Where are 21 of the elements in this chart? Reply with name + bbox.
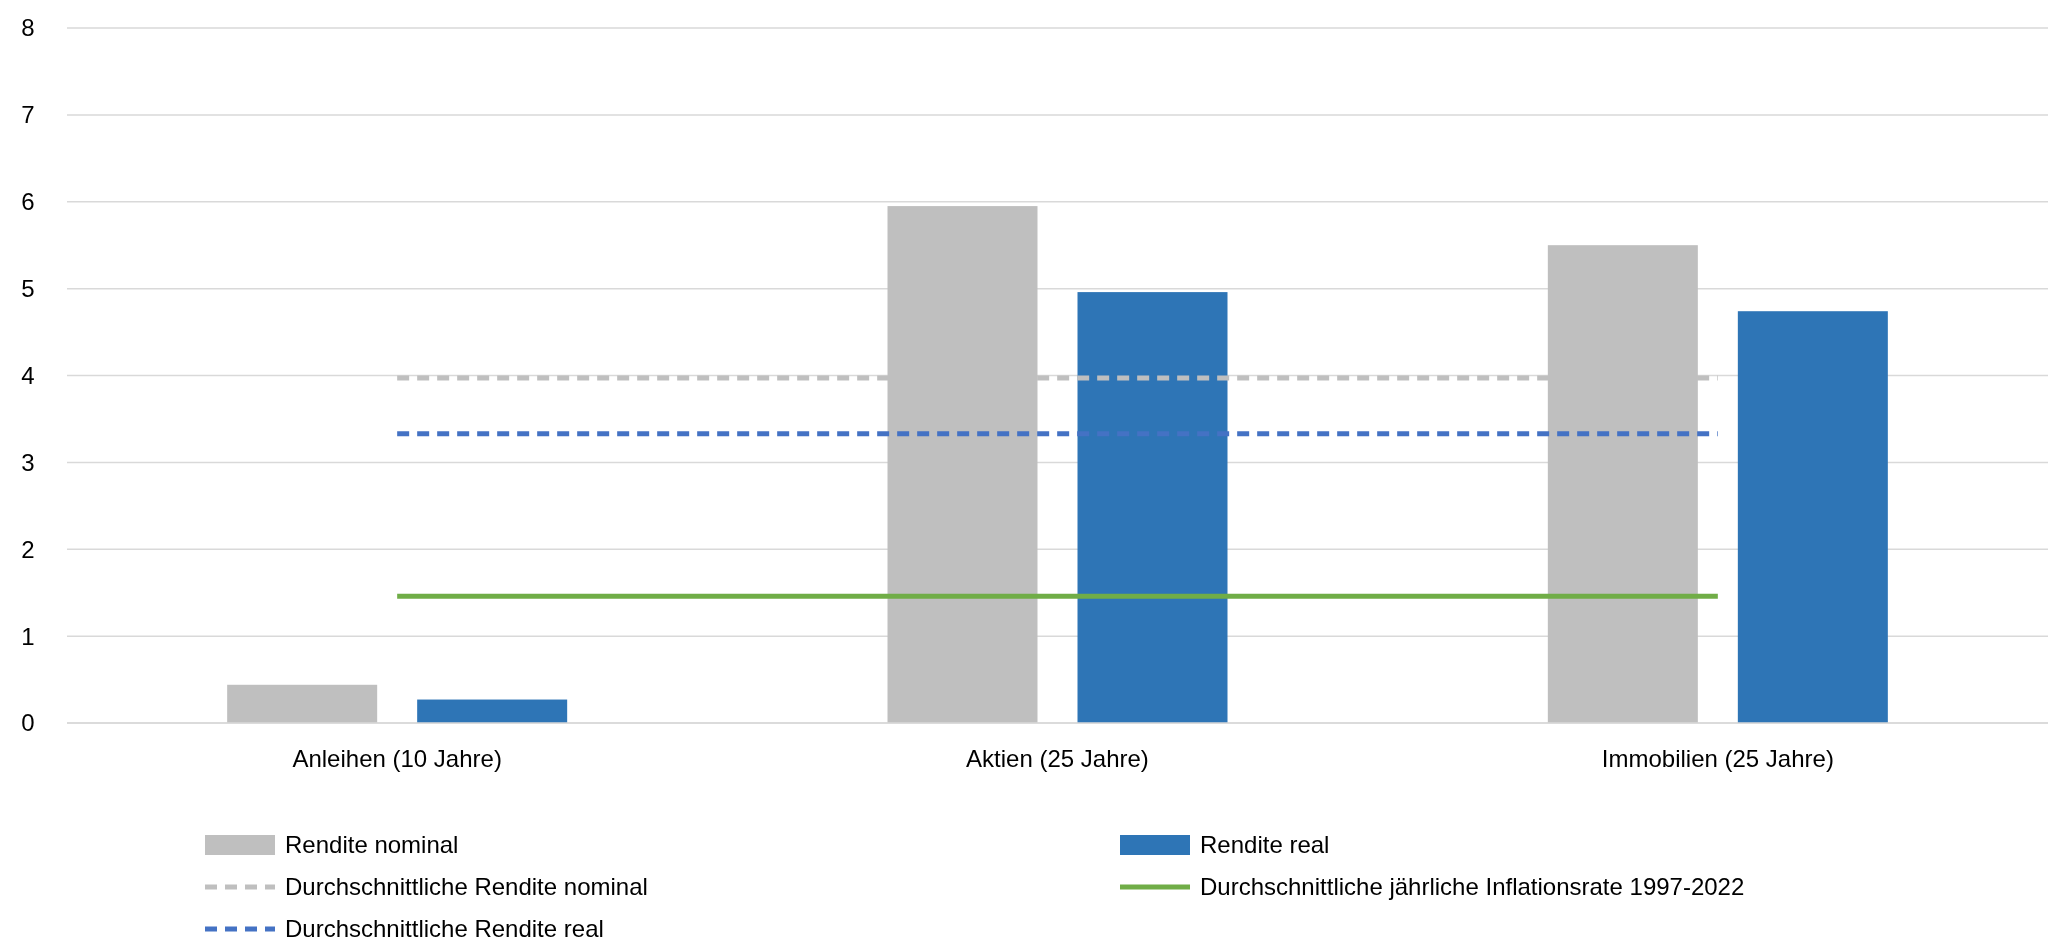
y-tick-label: 8 (21, 14, 35, 42)
x-tick-label: Immobilien (25 Jahre) (1601, 745, 1834, 772)
y-tick-label: 1 (21, 622, 35, 650)
legend-label: Rendite real (1200, 831, 1330, 859)
y-tick-label: 3 (21, 448, 35, 476)
legend-label: Durchschnittliche jährliche Inflationsrate 1997-2022 (1200, 873, 1745, 901)
legend-label: Rendite nominal (285, 831, 459, 859)
y-tick-label: 4 (21, 361, 35, 389)
x-tick-label: Aktien (25 Jahre) (966, 745, 1149, 772)
y-tick-label: 2 (21, 535, 35, 563)
y-tick-label: 0 (21, 709, 35, 737)
bar (1737, 311, 1888, 723)
bar (417, 699, 568, 723)
x-tick-label: Anleihen (10 Jahre) (292, 745, 502, 772)
y-tick-label: 7 (21, 101, 35, 129)
legend-label: Durchschnittliche Rendite nominal (285, 873, 648, 901)
y-tick-label: 6 (21, 188, 35, 216)
bar (227, 684, 378, 723)
legend-label: Durchschnittliche Rendite real (285, 915, 604, 940)
y-tick-label: 5 (21, 275, 35, 303)
bar (1077, 292, 1228, 723)
